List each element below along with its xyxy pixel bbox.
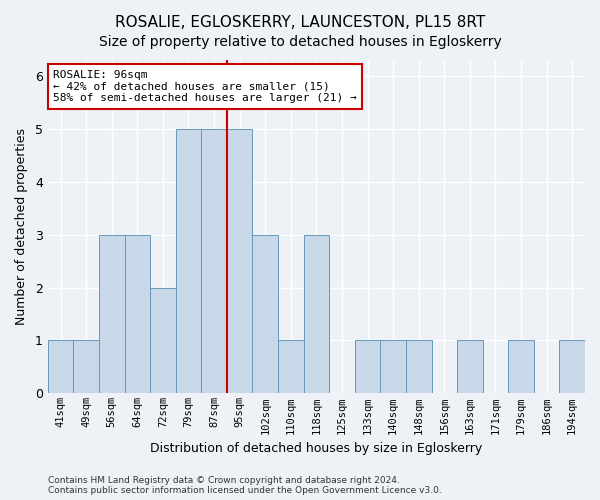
Bar: [125, 234, 150, 394]
Bar: [253, 234, 278, 394]
Bar: [304, 234, 329, 394]
Y-axis label: Number of detached properties: Number of detached properties: [15, 128, 28, 325]
Bar: [559, 340, 585, 394]
Text: ROSALIE, EGLOSKERRY, LAUNCESTON, PL15 8RT: ROSALIE, EGLOSKERRY, LAUNCESTON, PL15 8R…: [115, 15, 485, 30]
Bar: [457, 340, 482, 394]
Bar: [380, 340, 406, 394]
X-axis label: Distribution of detached houses by size in Egloskerry: Distribution of detached houses by size …: [150, 442, 482, 455]
Bar: [73, 340, 99, 394]
Bar: [176, 129, 201, 394]
Text: Contains HM Land Registry data © Crown copyright and database right 2024.
Contai: Contains HM Land Registry data © Crown c…: [48, 476, 442, 495]
Bar: [201, 129, 227, 394]
Bar: [355, 340, 380, 394]
Bar: [406, 340, 431, 394]
Bar: [150, 288, 176, 394]
Bar: [508, 340, 534, 394]
Bar: [278, 340, 304, 394]
Bar: [48, 340, 73, 394]
Bar: [227, 129, 253, 394]
Bar: [99, 234, 125, 394]
Text: ROSALIE: 96sqm
← 42% of detached houses are smaller (15)
58% of semi-detached ho: ROSALIE: 96sqm ← 42% of detached houses …: [53, 70, 357, 103]
Text: Size of property relative to detached houses in Egloskerry: Size of property relative to detached ho…: [98, 35, 502, 49]
